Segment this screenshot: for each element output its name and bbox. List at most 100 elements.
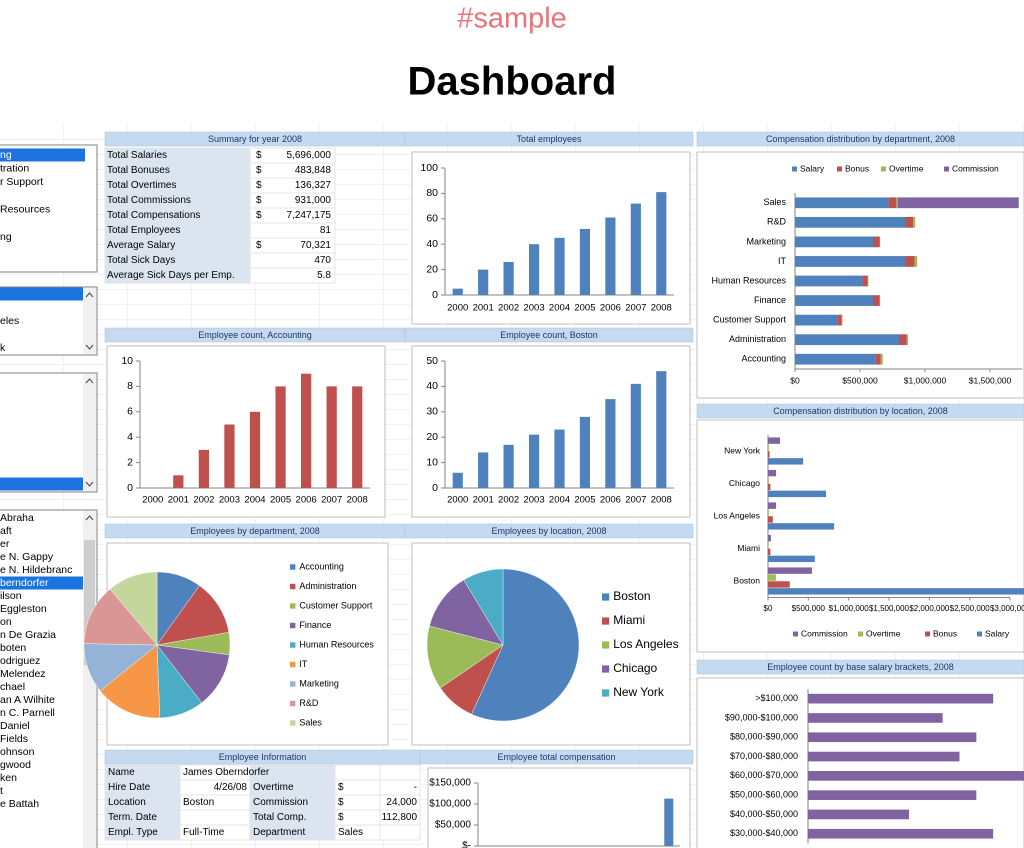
y-tick-label: R&D	[767, 217, 787, 227]
legend-swatch	[881, 166, 886, 172]
legend-swatch	[290, 583, 296, 590]
summary-value: 5,696,000	[287, 150, 332, 161]
legend-swatch	[290, 681, 296, 687]
bar	[326, 386, 337, 488]
bar-segment	[905, 256, 915, 267]
chart-frame	[696, 419, 1024, 653]
legend-swatch	[944, 166, 949, 172]
x-tick-label: 2003	[219, 495, 240, 506]
pie-slice	[109, 571, 158, 646]
scroll-up-arrow	[85, 292, 94, 298]
y-tick-label: $80,000-$90,000	[730, 732, 798, 742]
y-tick-label: 0	[127, 482, 133, 494]
bar-segment	[795, 334, 899, 346]
bar	[768, 523, 835, 530]
x-tick-label: $2,000,000	[909, 604, 950, 613]
list-item: aft	[0, 525, 12, 537]
section-title: Employee total compensation	[497, 752, 615, 762]
legend-label: Administration	[299, 581, 356, 591]
list-item: tration	[0, 162, 29, 174]
list-item: ng	[0, 149, 12, 161]
legend-label: Bonus	[933, 628, 957, 638]
bar	[768, 581, 790, 588]
info-text: Term. Date	[108, 812, 157, 823]
scroll-up-arrow	[85, 378, 94, 384]
y-tick-label: $-	[462, 841, 471, 848]
bar	[768, 476, 769, 484]
x-tick-label: 2000	[142, 495, 163, 506]
currency: $	[256, 150, 262, 161]
y-tick-label: $100,000	[429, 799, 471, 810]
y-tick-label: Accounting	[741, 354, 786, 364]
y-tick-label: 40	[426, 238, 438, 250]
list-item: Eggleston	[0, 603, 47, 615]
list-item: gwood	[0, 759, 31, 771]
x-tick-label: 2005	[574, 303, 595, 314]
bar	[768, 555, 815, 563]
section-title: Employees by location, 2008	[491, 526, 606, 536]
list-item: ohnson	[0, 746, 35, 758]
bar	[808, 771, 1024, 781]
y-tick-label: 10	[121, 355, 133, 367]
list-item: chael	[0, 681, 25, 693]
x-tick-label: 2004	[549, 303, 570, 314]
bar-segment	[795, 216, 906, 228]
list-item: Abraha	[0, 512, 34, 524]
legend-label: Salary	[985, 628, 1010, 638]
summary-label: Total Bonuses	[107, 165, 170, 176]
info-text: Boston	[183, 797, 214, 808]
info-text: $	[338, 797, 344, 808]
legend-swatch	[602, 641, 610, 649]
section-title: Employee count, Accounting	[198, 330, 312, 340]
bar	[554, 237, 565, 295]
selected-row	[0, 477, 83, 491]
y-tick-label: Boston	[734, 576, 761, 586]
bar	[452, 288, 463, 295]
info-text: Location	[108, 797, 146, 808]
legend-swatch	[602, 617, 610, 625]
x-tick-label: $500,000	[792, 604, 826, 613]
legend-label: Human Resources	[299, 639, 374, 649]
bar	[301, 373, 312, 488]
scrollbar	[83, 288, 96, 354]
chart-frame	[427, 767, 691, 848]
summary-label: Total Sick Days	[107, 255, 175, 266]
list-item: Resources	[0, 204, 50, 216]
y-tick-label: Los Angeles	[714, 511, 760, 521]
section-title: Employee Information	[219, 752, 307, 762]
bar-segment	[899, 334, 907, 346]
summary-label: Total Salaries	[107, 150, 167, 161]
summary-value: 5.8	[317, 270, 331, 281]
bar	[768, 451, 770, 458]
bar	[173, 475, 184, 488]
x-tick-label: 2007	[321, 495, 342, 506]
bar	[656, 192, 667, 295]
bar	[664, 798, 674, 846]
x-tick-label: $500,000	[842, 375, 878, 385]
chart-frame	[411, 151, 691, 325]
selected-row	[0, 148, 85, 162]
list-item: Daniel	[0, 720, 30, 732]
info-text: 4/26/08	[214, 782, 248, 793]
y-tick-label: $40,000-$50,000	[730, 809, 798, 819]
x-tick-label: $3,000,000	[990, 604, 1024, 613]
bar-segment	[905, 216, 914, 228]
legend-label: New York	[613, 685, 665, 699]
info-text: $	[338, 812, 344, 823]
y-tick-label: 80	[426, 187, 438, 199]
currency: $	[256, 195, 262, 206]
y-tick-label: Miami	[737, 543, 760, 553]
info-text: Total Comp.	[253, 812, 306, 823]
section-title: Compensation distribution by location, 2…	[773, 406, 948, 416]
list-box	[0, 372, 98, 493]
x-tick-label: $1,000,000	[829, 604, 870, 613]
legend-swatch	[925, 631, 930, 637]
info-text: -	[414, 782, 417, 793]
x-tick-label: 2005	[574, 495, 595, 506]
summary-value: 483,848	[295, 165, 332, 176]
section-title: Compensation distribution by department,…	[766, 134, 955, 144]
info-text: James Oberndorfer	[183, 767, 270, 778]
bar	[808, 809, 909, 820]
y-tick-label: 30	[426, 406, 438, 418]
summary-value: 7,247,175	[287, 210, 332, 221]
